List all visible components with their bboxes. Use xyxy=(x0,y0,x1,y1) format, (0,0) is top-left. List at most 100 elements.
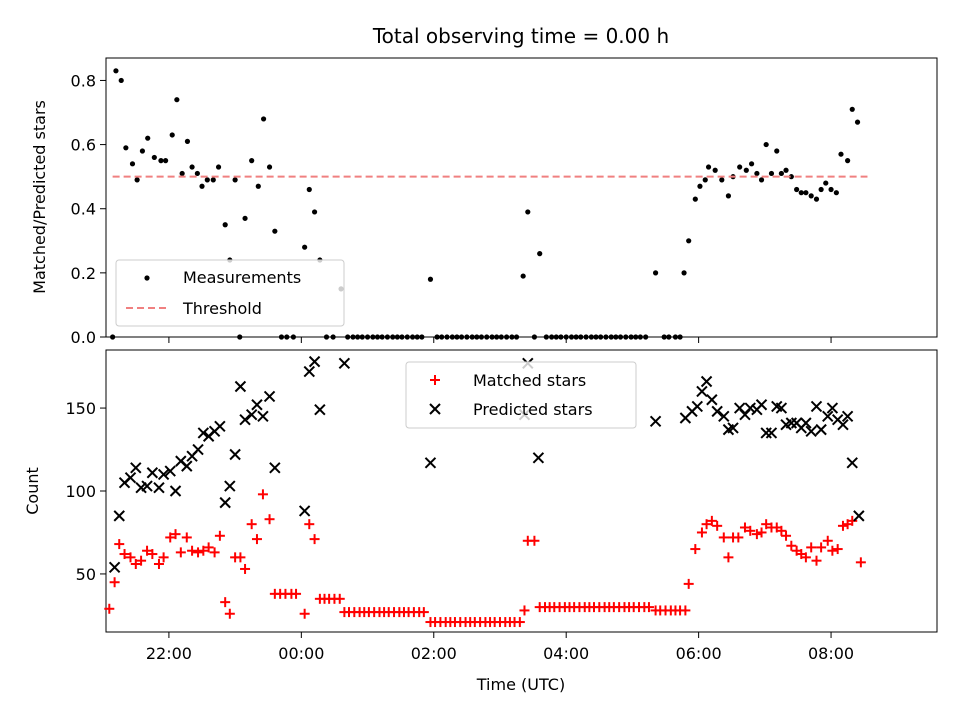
measurement-point xyxy=(681,270,687,276)
measurement-point xyxy=(394,334,400,340)
top-y-tick-label: 0.6 xyxy=(71,136,96,155)
predicted-star-point xyxy=(197,427,210,439)
measurement-point xyxy=(613,334,619,340)
measurement-point xyxy=(151,154,157,161)
measurement-point xyxy=(719,177,725,183)
measurement-point xyxy=(210,177,216,183)
matched-star-point xyxy=(235,552,246,563)
predicted-star-point xyxy=(424,457,437,469)
measurement-point xyxy=(712,167,718,173)
measurement-point xyxy=(748,161,755,167)
matched-star-point xyxy=(104,603,115,614)
matched-star-point xyxy=(214,530,225,541)
matched-star-point xyxy=(800,552,811,563)
matched-star-point xyxy=(193,547,204,558)
matched-star-point xyxy=(147,549,158,560)
predicted-star-point xyxy=(841,410,854,423)
predicted-star-point xyxy=(744,402,756,414)
measurement-point xyxy=(237,334,243,340)
measurement-point xyxy=(783,167,789,173)
predicted-star-point xyxy=(245,408,258,421)
measurement-point xyxy=(409,334,416,340)
matched-star-point xyxy=(701,519,712,530)
measurement-point xyxy=(355,334,361,340)
measurement-point xyxy=(174,97,180,103)
matched-star-point xyxy=(334,593,345,604)
predicted-star-point xyxy=(124,472,137,484)
bottom-x-tick-label: 02:00 xyxy=(411,644,457,663)
measurement-point xyxy=(531,334,538,340)
predicted-star-point xyxy=(108,561,121,574)
measurement-point xyxy=(260,116,267,122)
measurement-point xyxy=(184,138,191,144)
matched-star-point xyxy=(756,527,767,538)
predicted-star-point xyxy=(153,481,165,494)
measurement-point xyxy=(845,158,851,164)
matched-star-point xyxy=(723,552,734,563)
measurement-point xyxy=(434,334,440,340)
measurement-point xyxy=(404,334,410,340)
measurement-point xyxy=(134,177,140,183)
measurement-point xyxy=(489,334,495,340)
matched-star-point xyxy=(220,597,231,608)
matched-star-point xyxy=(257,489,268,500)
predicted-star-point xyxy=(532,452,545,464)
x-axis-label: Time (UTC) xyxy=(476,675,565,694)
measurement-point xyxy=(509,334,515,340)
measurement-point xyxy=(768,170,775,177)
predicted-star-point xyxy=(696,385,708,398)
measurement-point xyxy=(637,334,643,340)
matched-star-point xyxy=(136,555,147,566)
matched-star-point xyxy=(827,545,838,556)
measurement-point xyxy=(818,186,824,193)
matched-star-point xyxy=(209,547,220,558)
matched-star-point xyxy=(514,617,525,628)
measurement-point xyxy=(129,161,136,167)
measurement-point xyxy=(370,334,376,340)
measurement-point xyxy=(588,334,594,340)
measurement-point xyxy=(813,196,820,202)
measurement-point xyxy=(697,183,703,189)
predicted-star-point xyxy=(113,510,125,522)
predicted-star-point xyxy=(146,467,159,479)
measurement-point xyxy=(414,334,420,340)
predicted-star-point xyxy=(815,423,827,436)
measurement-point xyxy=(672,334,679,340)
matched-star-point xyxy=(855,557,866,568)
bottom-ticks: 50 100 150 22:00 00:00 02:00 04:00 06:00 08:00 xyxy=(65,399,854,663)
measurement-point xyxy=(359,334,365,340)
legend-matched-marker xyxy=(430,375,440,385)
matched-star-point xyxy=(187,545,198,556)
measurement-point xyxy=(543,334,549,340)
matched-star-point xyxy=(170,529,181,540)
matched-star-point xyxy=(712,520,723,531)
measurement-point xyxy=(838,151,844,157)
predicted-star-point xyxy=(141,480,153,492)
matched-star-point xyxy=(811,555,822,566)
measurement-point xyxy=(808,193,814,199)
matched-star-point xyxy=(175,547,186,558)
measurement-point xyxy=(272,228,278,234)
measurement-point xyxy=(737,164,743,170)
measurement-point xyxy=(302,244,308,250)
predicted-star-point xyxy=(269,462,281,474)
measurement-point xyxy=(215,164,222,170)
predicted-star-point xyxy=(263,390,276,403)
predicted-star-point xyxy=(805,425,817,437)
predicted-star-point xyxy=(775,402,788,414)
predicted-star-point xyxy=(181,460,193,472)
matched-star-point xyxy=(739,522,750,533)
measurement-point xyxy=(553,334,559,340)
matched-star-point xyxy=(822,535,833,546)
measurement-point xyxy=(563,334,569,340)
measurement-point xyxy=(573,334,579,340)
legend-predicted-marker xyxy=(429,403,441,415)
measurement-point xyxy=(725,193,732,199)
measurement-point xyxy=(290,334,296,340)
measurement-point xyxy=(439,334,445,340)
measurement-point xyxy=(661,334,667,340)
measurement-point xyxy=(194,170,200,177)
measurement-point xyxy=(379,334,385,340)
measurement-point xyxy=(854,119,861,125)
